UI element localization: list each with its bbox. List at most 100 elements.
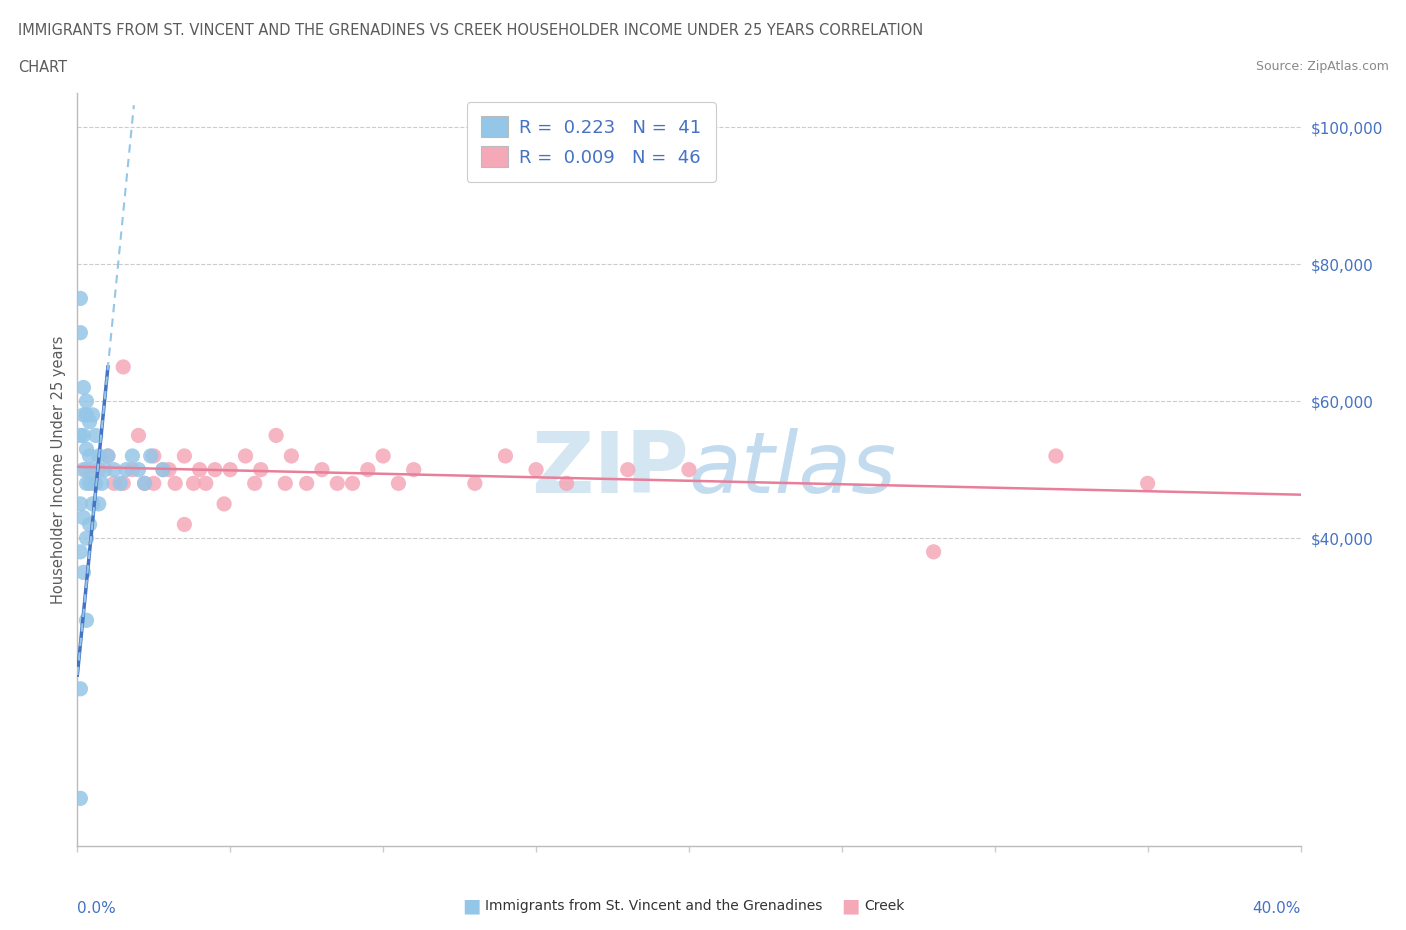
Point <box>69 428 91 443</box>
Point <box>72 428 94 443</box>
Point <box>69 544 91 559</box>
Point <box>84 428 107 443</box>
Text: Creek: Creek <box>865 898 905 913</box>
Point <box>152 462 174 477</box>
Point <box>79 476 101 491</box>
Point <box>103 462 125 477</box>
Point <box>69 497 91 512</box>
Text: CHART: CHART <box>18 60 67 75</box>
Point <box>173 517 195 532</box>
Point <box>127 462 149 477</box>
Text: ■: ■ <box>841 897 860 915</box>
Point <box>79 517 101 532</box>
Point <box>76 462 98 477</box>
Point <box>79 414 101 429</box>
Point <box>76 393 98 408</box>
Point <box>97 448 120 463</box>
Point <box>188 462 211 477</box>
Text: IMMIGRANTS FROM ST. VINCENT AND THE GRENADINES VS CREEK HOUSEHOLDER INCOME UNDER: IMMIGRANTS FROM ST. VINCENT AND THE GREN… <box>18 23 924 38</box>
Point <box>84 476 107 491</box>
Point <box>90 476 112 491</box>
Point <box>183 476 205 491</box>
Point <box>295 476 318 491</box>
Point <box>127 428 149 443</box>
Point <box>243 476 266 491</box>
Point <box>524 462 547 477</box>
Text: 0.0%: 0.0% <box>77 901 117 916</box>
Point <box>157 462 180 477</box>
Point <box>69 682 91 697</box>
Point <box>79 448 101 463</box>
Point <box>69 291 91 306</box>
Point <box>103 476 125 491</box>
Point <box>280 448 302 463</box>
Text: 40.0%: 40.0% <box>1253 901 1301 916</box>
Legend: R =  0.223   N =  41, R =  0.009   N =  46: R = 0.223 N = 41, R = 0.009 N = 46 <box>467 102 716 181</box>
Point <box>402 462 425 477</box>
Point <box>112 360 135 375</box>
Point <box>108 476 131 491</box>
Point <box>922 544 945 559</box>
Point <box>94 462 117 477</box>
Point <box>76 407 98 422</box>
Point <box>371 448 394 463</box>
Y-axis label: Householder Income Under 25 years: Householder Income Under 25 years <box>51 336 66 604</box>
Point <box>204 462 226 477</box>
Point <box>142 476 165 491</box>
Point <box>134 476 156 491</box>
Text: atlas: atlas <box>689 428 897 512</box>
Point <box>72 407 94 422</box>
Point <box>76 442 98 457</box>
Point <box>139 448 162 463</box>
Point <box>69 326 91 340</box>
Text: ■: ■ <box>461 897 481 915</box>
Text: ZIP: ZIP <box>531 428 689 512</box>
Point <box>82 497 104 512</box>
Point <box>121 448 143 463</box>
Point <box>87 462 110 477</box>
Point <box>235 448 257 463</box>
Point <box>1136 476 1159 491</box>
Point <box>134 476 156 491</box>
Point <box>76 476 98 491</box>
Point <box>555 476 578 491</box>
Point <box>495 448 517 463</box>
Point <box>72 462 94 477</box>
Point <box>387 476 409 491</box>
Point <box>82 407 104 422</box>
Point <box>194 476 217 491</box>
Point <box>342 476 364 491</box>
Point <box>617 462 640 477</box>
Point <box>326 476 349 491</box>
Point <box>121 462 143 477</box>
Point <box>142 448 165 463</box>
Point <box>219 462 242 477</box>
Text: Immigrants from St. Vincent and the Grenadines: Immigrants from St. Vincent and the Gren… <box>485 898 823 913</box>
Point <box>311 462 333 477</box>
Point <box>678 462 700 477</box>
Point <box>76 531 98 546</box>
Point <box>212 497 235 512</box>
Point <box>76 613 98 628</box>
Point <box>173 448 195 463</box>
Point <box>357 462 380 477</box>
Point <box>1045 448 1067 463</box>
Point <box>82 476 104 491</box>
Point <box>165 476 187 491</box>
Point <box>87 448 110 463</box>
Point <box>69 790 91 805</box>
Text: Source: ZipAtlas.com: Source: ZipAtlas.com <box>1256 60 1389 73</box>
Point <box>152 462 174 477</box>
Point <box>72 380 94 395</box>
Point <box>115 462 138 477</box>
Point <box>72 565 94 579</box>
Point <box>250 462 273 477</box>
Point <box>82 462 104 477</box>
Point <box>112 476 135 491</box>
Point <box>464 476 486 491</box>
Point <box>97 448 120 463</box>
Point <box>72 511 94 525</box>
Point <box>87 497 110 512</box>
Point <box>274 476 297 491</box>
Point <box>264 428 287 443</box>
